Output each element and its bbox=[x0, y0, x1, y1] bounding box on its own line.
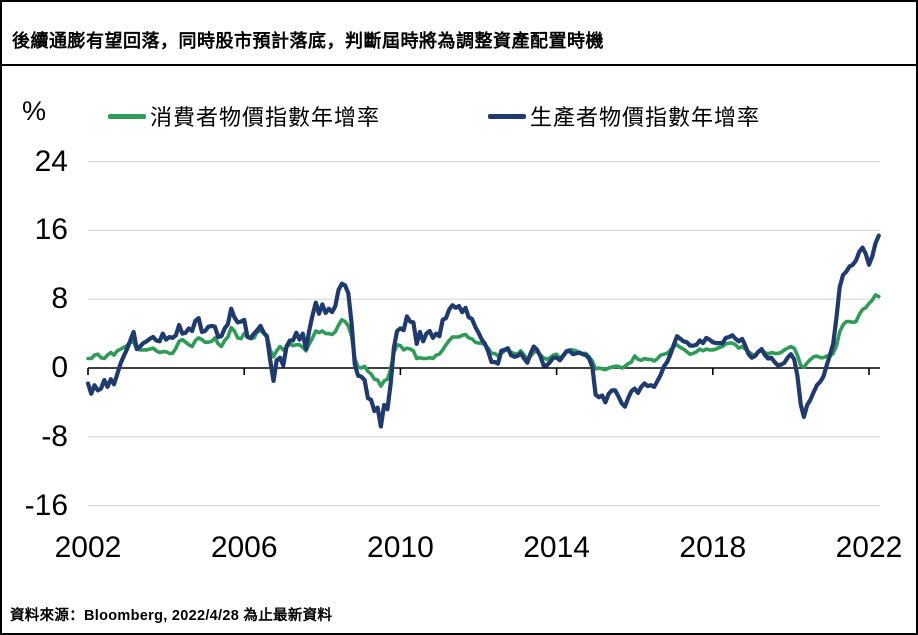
x-axis-label: 2014 bbox=[523, 531, 590, 564]
title-bar: 後續通膨有望回落，同時股市預計落底，判斷屆時將為調整資產配置時機 bbox=[2, 2, 916, 66]
x-axis-label: 2002 bbox=[54, 531, 122, 564]
x-axis-label: 2006 bbox=[210, 531, 278, 564]
legend-item-ppi: 生產者物價指數年增率 bbox=[488, 100, 760, 132]
y-axis-label: -8 bbox=[41, 419, 68, 453]
ppi-line-swatch bbox=[488, 113, 527, 119]
legend-label-cpi: 消費者物價指數年增率 bbox=[150, 105, 381, 130]
y-axis-label: 0 bbox=[51, 351, 68, 384]
ppi-line bbox=[85, 233, 881, 429]
y-axis-label: 16 bbox=[34, 213, 68, 247]
y-axis-unit-label: % bbox=[22, 96, 47, 126]
legend-label-ppi: 生產者物價指數年增率 bbox=[530, 105, 761, 130]
source-note: 資料來源：Bloomberg, 2022/4/28 為止最新資料 bbox=[10, 608, 333, 624]
cpi-line-swatch bbox=[108, 113, 146, 119]
legend-item-cpi: 消費者物價指數年增率 bbox=[108, 100, 380, 132]
x-axis-label: 2022 bbox=[835, 531, 903, 564]
y-axis-label: 8 bbox=[51, 282, 68, 316]
y-axis-label: -16 bbox=[24, 488, 68, 522]
chart-legend: 消費者物價指數年增率 生產者物價指數年增率 bbox=[108, 100, 760, 132]
y-axis-label: 24 bbox=[34, 144, 68, 178]
x-axis-label: 2018 bbox=[679, 531, 747, 564]
chart-title: 後續通膨有望回落，同時股市預計落底，判斷屆時將為調整資產配置時機 bbox=[12, 31, 604, 51]
x-axis-label: 2010 bbox=[367, 531, 434, 564]
